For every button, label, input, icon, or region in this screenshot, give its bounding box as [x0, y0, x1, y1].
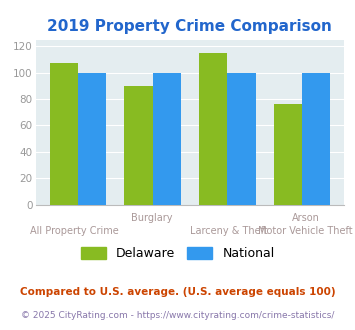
Bar	[227, 73, 256, 205]
Bar	[153, 73, 181, 205]
Legend: Delaware, National: Delaware, National	[76, 242, 279, 265]
Text: Larceny & Theft: Larceny & Theft	[190, 226, 267, 236]
Text: Arson: Arson	[292, 213, 320, 223]
Bar	[50, 63, 78, 205]
Text: Compared to U.S. average. (U.S. average equals 100): Compared to U.S. average. (U.S. average …	[20, 287, 335, 297]
Title: 2019 Property Crime Comparison: 2019 Property Crime Comparison	[48, 19, 332, 34]
Text: © 2025 CityRating.com - https://www.cityrating.com/crime-statistics/: © 2025 CityRating.com - https://www.city…	[21, 311, 334, 320]
Text: Motor Vehicle Theft: Motor Vehicle Theft	[258, 226, 353, 236]
Bar	[302, 73, 330, 205]
Bar	[199, 53, 227, 205]
Text: Burglary: Burglary	[131, 213, 172, 223]
Bar	[274, 104, 302, 205]
Text: All Property Crime: All Property Crime	[30, 226, 119, 236]
Bar	[124, 86, 153, 205]
Bar	[78, 73, 106, 205]
